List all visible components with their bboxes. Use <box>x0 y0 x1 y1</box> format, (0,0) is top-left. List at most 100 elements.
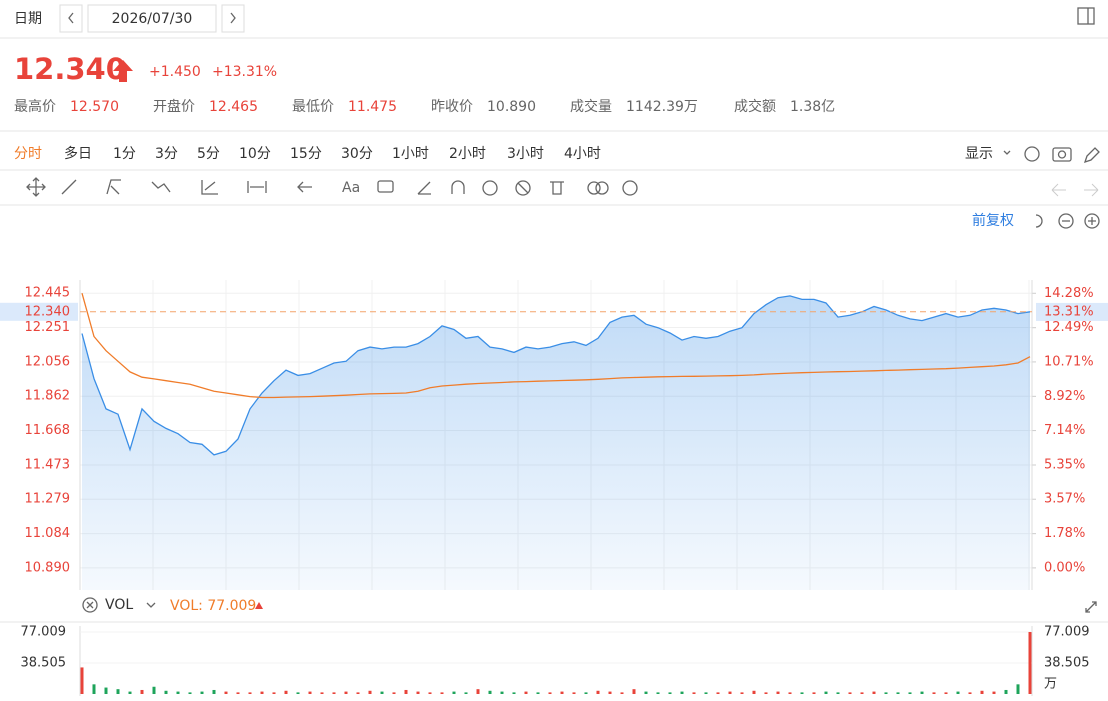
volume-bar <box>404 689 408 694</box>
period-tab[interactable]: 3分 <box>155 146 178 162</box>
volume-bar <box>968 692 972 694</box>
stat-value: 1142.39万 <box>626 99 698 115</box>
camera-icon[interactable] <box>1052 147 1072 162</box>
settings-icon[interactable] <box>1024 146 1040 162</box>
volume-bar <box>128 691 132 694</box>
volume-bar <box>512 692 516 694</box>
volume-bar <box>932 692 936 694</box>
move-tool[interactable] <box>26 177 46 197</box>
date-box[interactable] <box>87 4 217 33</box>
period-tab[interactable]: 30分 <box>341 146 373 162</box>
volume-bar <box>476 689 480 694</box>
compare-tool[interactable] <box>587 181 601 195</box>
period-tab[interactable]: 多日 <box>64 145 92 162</box>
volume-bar <box>284 690 288 694</box>
magnet-tool[interactable] <box>451 180 465 194</box>
period-tab[interactable]: 分时 <box>14 146 42 162</box>
wave-tool[interactable] <box>151 181 171 193</box>
close-x <box>86 601 94 609</box>
last-pct-label: 13.31% <box>1044 304 1094 319</box>
last-price-label: 12.340 <box>25 304 71 319</box>
text-tool[interactable]: Aa <box>342 180 360 196</box>
zoom-out[interactable] <box>1058 213 1074 229</box>
volume-bar <box>860 692 864 694</box>
readout-arrow <box>255 602 263 609</box>
indicator-name[interactable]: VOL <box>105 597 133 613</box>
volume-bar <box>644 691 648 694</box>
y-tick-label: 77.009 <box>21 625 67 640</box>
adjust-mode[interactable]: 前复权 <box>972 212 1014 229</box>
up-arrow <box>113 60 133 82</box>
prev-day[interactable] <box>59 4 83 33</box>
next-day[interactable] <box>221 4 245 33</box>
period-tab[interactable]: 3小时 <box>507 146 544 162</box>
avg-line <box>81 293 1031 399</box>
volume-bar <box>356 692 360 694</box>
period-tab[interactable]: 4小时 <box>564 146 601 162</box>
toolbar-settings[interactable] <box>622 180 638 196</box>
display-menu[interactable]: 显示 <box>965 146 993 162</box>
volume-bar <box>260 691 264 694</box>
volume-bar <box>104 687 108 694</box>
volume-bar <box>656 692 660 694</box>
stat-value: 12.570 <box>70 99 119 115</box>
volume-bar <box>524 691 528 694</box>
date-value: 2026/07/30 <box>112 11 193 27</box>
volume-bar <box>140 689 144 694</box>
layout-toggle[interactable] <box>1077 7 1095 25</box>
angle-tool[interactable] <box>417 181 431 195</box>
period-tab[interactable]: 10分 <box>239 146 271 162</box>
volume-bar <box>692 692 696 694</box>
stat-label: 成交额 <box>734 98 776 115</box>
period-tab[interactable]: 5分 <box>197 146 220 162</box>
close-indicator[interactable] <box>82 597 98 613</box>
volume-bar <box>668 692 672 694</box>
period-tab[interactable]: 1分 <box>113 146 136 162</box>
stat-label: 成交量 <box>570 98 612 115</box>
volume-bar <box>116 689 120 694</box>
redo[interactable] <box>1084 183 1099 197</box>
volume-bar <box>716 692 720 694</box>
volume-bar <box>428 692 432 694</box>
prev-icon <box>68 12 74 24</box>
draw-icon[interactable] <box>1083 147 1100 164</box>
volume-bar <box>896 692 900 694</box>
price-area <box>82 295 1030 590</box>
volume-bar <box>1028 632 1032 694</box>
volume-bar <box>212 689 216 694</box>
volume-bar <box>464 692 468 694</box>
undo[interactable] <box>1051 183 1066 197</box>
comment-tool[interactable] <box>377 180 394 193</box>
period-tab[interactable]: 15分 <box>290 146 322 162</box>
line-tool[interactable] <box>61 179 77 195</box>
volume-bar <box>248 692 252 694</box>
volume-bar <box>80 667 84 694</box>
expand-icon[interactable] <box>1085 601 1097 613</box>
date-label: 日期 <box>14 11 42 27</box>
camera-lens <box>1057 150 1067 159</box>
period-tab[interactable]: 2小时 <box>449 146 486 162</box>
y-tick-label: 12.251 <box>25 320 71 335</box>
lock-tool[interactable] <box>482 180 498 196</box>
volume-bar <box>908 692 912 694</box>
reset-zoom[interactable] <box>1035 214 1043 228</box>
volume-bar <box>812 692 816 694</box>
volume-bar <box>392 692 396 694</box>
volume-bar <box>332 692 336 694</box>
volume-bar <box>620 692 624 694</box>
zoom-in[interactable] <box>1084 213 1100 229</box>
delete-tool[interactable] <box>550 181 564 195</box>
hide-tool[interactable] <box>515 180 531 196</box>
arrow-tool[interactable] <box>297 181 312 193</box>
stat-label: 开盘价 <box>153 98 195 115</box>
measure-tool[interactable] <box>247 181 267 193</box>
channel-tool[interactable] <box>106 179 121 195</box>
period-tab[interactable]: 1小时 <box>392 146 429 162</box>
y-tick-label: 10.890 <box>25 560 71 575</box>
y2-tick-label: 0.00% <box>1044 560 1085 575</box>
volume-bar <box>920 691 924 694</box>
fib-tool[interactable] <box>201 180 218 195</box>
volume-bar <box>452 691 456 694</box>
y2-tick-label: 5.35% <box>1044 458 1085 473</box>
